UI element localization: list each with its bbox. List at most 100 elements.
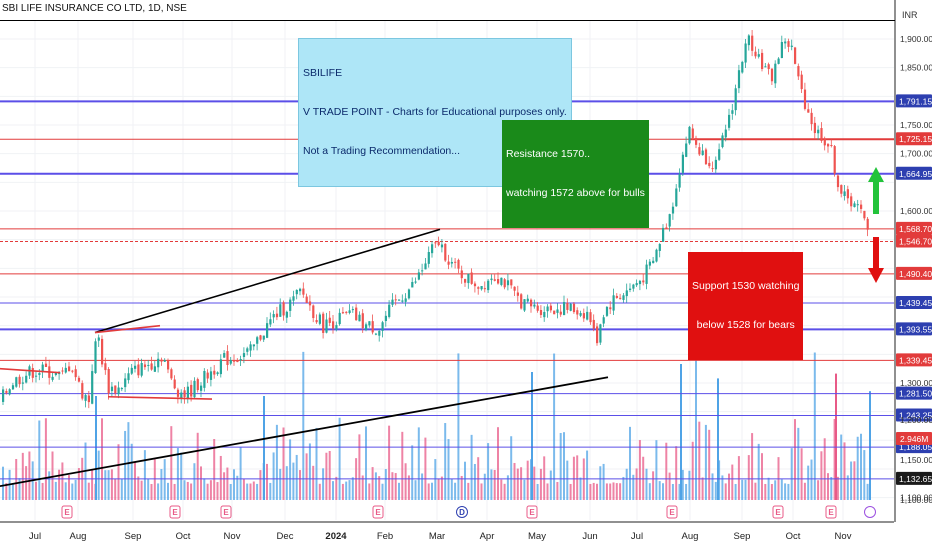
volume-bar xyxy=(513,462,516,500)
volume-bar xyxy=(467,482,470,500)
candle-body xyxy=(15,377,18,387)
volume-bar xyxy=(741,479,744,500)
volume-bar xyxy=(203,478,206,500)
candle-body xyxy=(629,288,632,290)
volume-bar xyxy=(285,466,288,500)
volume-bar xyxy=(2,466,4,500)
volume-bar xyxy=(21,452,24,500)
candle-body xyxy=(404,298,407,302)
volume-bar xyxy=(28,451,31,500)
volume-bar xyxy=(744,479,747,500)
candle-body xyxy=(480,286,483,290)
candle-body xyxy=(279,304,282,317)
resistance-note[interactable]: Resistance 1570.. watching 1572 above fo… xyxy=(502,120,649,228)
candle-body xyxy=(764,66,767,68)
volume-bar xyxy=(717,378,719,500)
candle-body xyxy=(242,353,246,358)
volume-bar xyxy=(74,479,77,500)
price-tick-label: 1,600.00 xyxy=(900,206,932,216)
dividend-marker xyxy=(456,506,468,518)
candle-body xyxy=(371,321,374,333)
volume-bar xyxy=(95,396,97,500)
candle-body xyxy=(213,370,216,375)
candle-body xyxy=(335,325,338,330)
volume-bar xyxy=(483,473,486,500)
volume-bar xyxy=(117,444,120,500)
volume-bar xyxy=(869,391,871,500)
earnings-marker xyxy=(666,505,678,519)
volume-bar xyxy=(140,480,143,500)
volume-bar xyxy=(120,478,123,500)
candle-body xyxy=(450,261,453,264)
candle-body xyxy=(21,382,24,384)
candle-body xyxy=(447,261,450,265)
volume-bar xyxy=(371,467,374,500)
volume-bar xyxy=(701,477,704,500)
candle-body xyxy=(728,114,731,128)
volume-bar xyxy=(249,483,252,500)
candle-body xyxy=(678,174,681,188)
candle-body xyxy=(642,280,645,283)
time-tick-label: Jul xyxy=(29,531,41,542)
volume-bar xyxy=(668,472,671,500)
volume-bar xyxy=(209,480,212,500)
volume-bar xyxy=(546,483,549,500)
candle-body xyxy=(74,369,77,378)
local-support xyxy=(107,395,213,400)
volume-bar xyxy=(77,468,80,500)
volume-bar xyxy=(473,463,476,500)
candle-body xyxy=(737,70,741,89)
time-axis: Jul Aug Sep Oct Nov Dec 2024 Feb Mar Apr May Jun Jul… xyxy=(0,521,894,542)
candle-body xyxy=(695,137,698,145)
volume-bar xyxy=(292,462,295,500)
volume-bar xyxy=(457,353,460,500)
volume-bar xyxy=(97,450,100,500)
candle-body xyxy=(143,364,147,368)
volume-bar xyxy=(295,454,298,500)
volume-bar xyxy=(394,473,397,500)
price-tick-label: 1,100.00 xyxy=(900,493,932,503)
support-line-1: Support 1530 watching xyxy=(692,280,800,292)
candle-body xyxy=(751,35,754,51)
level-price-label: 1,546.70 xyxy=(899,237,932,247)
volume-bar xyxy=(579,477,582,500)
candle-body xyxy=(200,385,203,391)
candle-body xyxy=(632,284,635,289)
volume-bar xyxy=(823,438,826,500)
price-tick-label: 1,900.00 xyxy=(900,34,932,44)
volume-bar xyxy=(724,483,727,500)
candle-body xyxy=(675,188,678,207)
candle-body xyxy=(328,317,331,323)
candle-body xyxy=(757,54,760,57)
volume-bar xyxy=(374,472,377,500)
up-arrow-icon xyxy=(868,167,884,214)
level-price-tag xyxy=(896,234,932,248)
volume-bar xyxy=(566,460,569,500)
volume-bar xyxy=(180,452,183,500)
candle-body xyxy=(559,311,562,315)
level-price-label: 1,243.25 xyxy=(899,411,932,421)
candle-body xyxy=(180,392,183,399)
level-price-label: 1,568.70 xyxy=(899,224,932,234)
candle-body xyxy=(117,387,120,395)
candle-body xyxy=(153,366,156,372)
candle-body xyxy=(35,375,38,377)
volume-bar xyxy=(790,448,793,500)
candle-body xyxy=(414,281,417,283)
support-note[interactable]: Support 1530 watching below 1528 for bea… xyxy=(688,252,804,360)
candle-body xyxy=(609,307,612,310)
volume-bar xyxy=(351,477,354,500)
volume-bar xyxy=(431,482,433,500)
volume-bar xyxy=(770,483,773,500)
candle-body xyxy=(51,376,54,380)
candle-body xyxy=(374,333,378,335)
volume-bar xyxy=(774,480,777,500)
trendlines xyxy=(0,228,609,488)
volume-tick-label: 1,150.00 xyxy=(900,455,932,465)
volume-bar xyxy=(675,446,678,500)
candle-body xyxy=(147,364,150,366)
candle-body xyxy=(322,313,325,333)
volume-bar xyxy=(866,483,869,500)
volume-bar xyxy=(48,471,51,500)
volume-bar xyxy=(490,469,493,500)
